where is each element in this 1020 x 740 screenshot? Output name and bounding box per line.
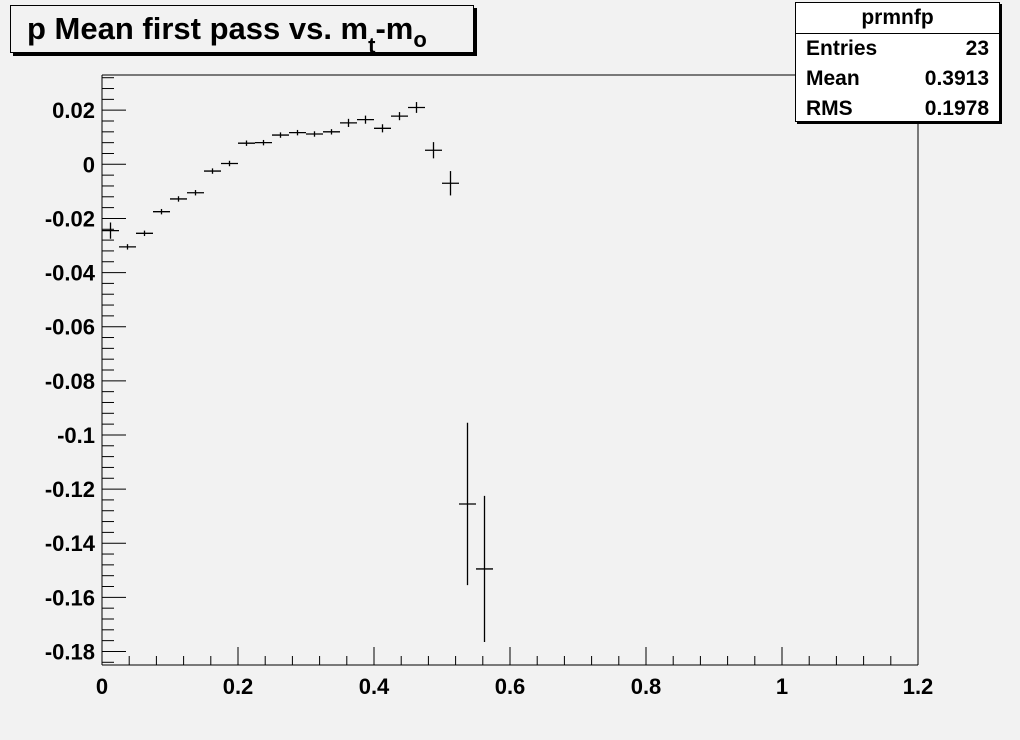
plot-frame-fill bbox=[102, 75, 918, 665]
y-tick-label: -0.18 bbox=[45, 639, 95, 664]
title-subscript-t: t bbox=[368, 33, 376, 58]
y-tick-label: -0.02 bbox=[45, 206, 95, 231]
x-tick-label: 1.2 bbox=[903, 674, 934, 699]
stats-row-entries: Entries 23 bbox=[796, 34, 999, 64]
y-tick-label: -0.14 bbox=[45, 531, 96, 556]
x-tick-label: 0 bbox=[96, 674, 108, 699]
y-tick-label: 0 bbox=[83, 152, 95, 177]
x-tick-label: 0.8 bbox=[631, 674, 662, 699]
chart-title: p Mean first pass vs. mt-mo bbox=[27, 11, 427, 58]
y-tick-label: -0.04 bbox=[45, 261, 96, 286]
x-tick-label: 0.2 bbox=[223, 674, 254, 699]
stats-row-mean: Mean 0.3913 bbox=[796, 64, 999, 94]
stats-histogram-name: prmnfp bbox=[796, 3, 999, 34]
y-tick-label: -0.08 bbox=[45, 369, 95, 394]
stats-entries-value: 23 bbox=[965, 37, 989, 60]
chart-title-box: p Mean first pass vs. mt-mo bbox=[10, 5, 474, 58]
stats-entries-label: Entries bbox=[806, 37, 878, 60]
stats-rms-value: 0.1978 bbox=[924, 97, 989, 120]
title-prefix: p Mean first pass vs. m bbox=[27, 11, 369, 46]
x-tick-label: 0.6 bbox=[495, 674, 526, 699]
y-tick-label: -0.06 bbox=[45, 315, 95, 340]
stats-rms-label: RMS bbox=[806, 97, 853, 120]
y-tick-label: 0.02 bbox=[52, 98, 95, 123]
y-tick-label: -0.1 bbox=[57, 423, 95, 448]
y-tick-label: -0.16 bbox=[45, 585, 95, 610]
stats-mean-value: 0.3913 bbox=[924, 67, 989, 90]
stats-mean-label: Mean bbox=[806, 67, 860, 90]
x-tick-label: 1 bbox=[776, 674, 788, 699]
stats-row-rms: RMS 0.1978 bbox=[796, 94, 999, 124]
title-mid: -m bbox=[375, 11, 414, 46]
x-tick-label: 0.4 bbox=[359, 674, 390, 699]
y-tick-label: -0.12 bbox=[45, 477, 95, 502]
title-subscript-o: o bbox=[413, 27, 427, 52]
stats-box: prmnfp Entries 23 Mean 0.3913 RMS 0.1978 bbox=[795, 2, 1000, 122]
